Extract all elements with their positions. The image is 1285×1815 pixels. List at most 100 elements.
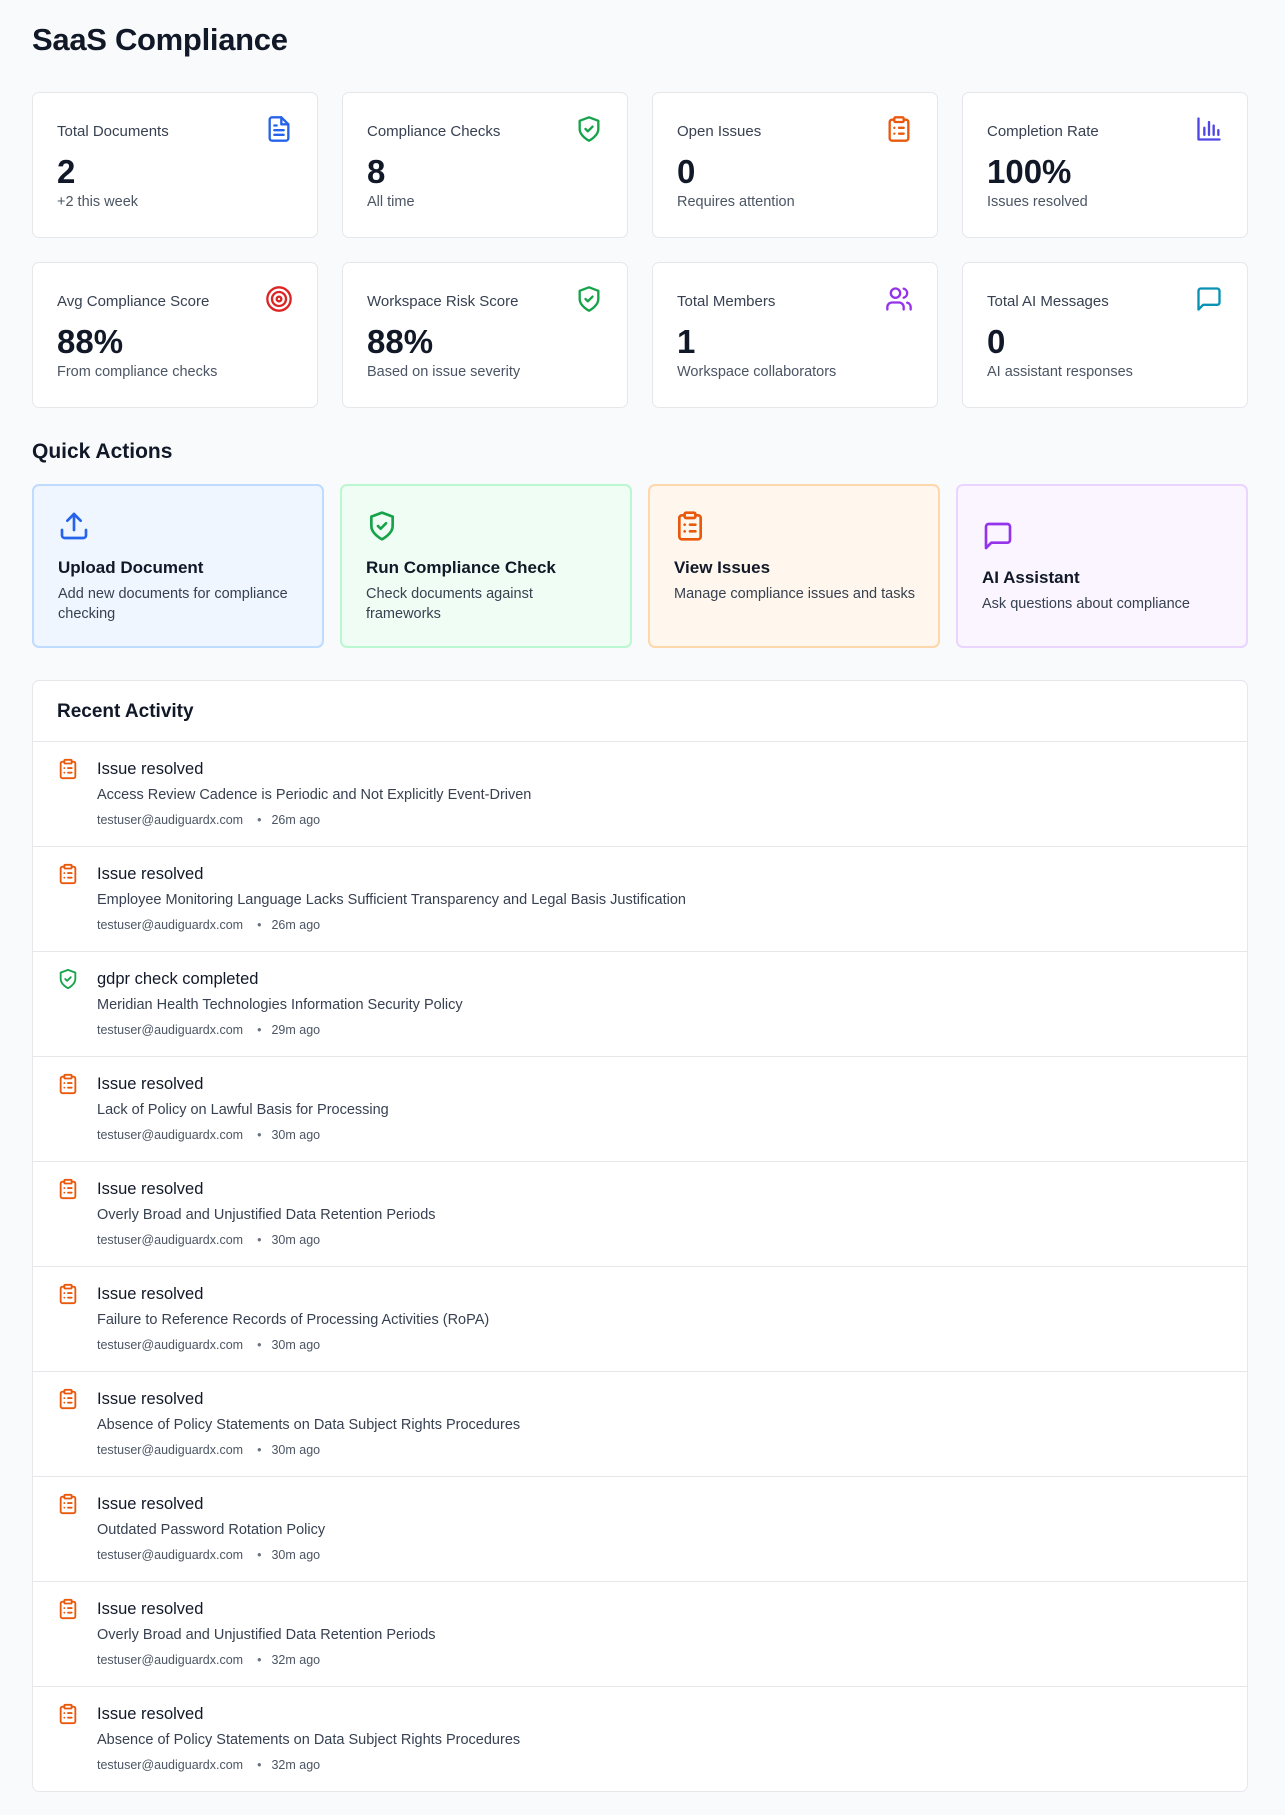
document-icon — [265, 115, 293, 143]
stats-grid: Total Documents 2 +2 this week Compliance C… — [32, 92, 1248, 408]
separator-dot: • — [257, 1023, 262, 1037]
bar-chart-icon — [1195, 115, 1223, 143]
page-title: SaaS Compliance — [32, 22, 288, 57]
activity-meta: testuser@audiguardx.com • 30m ago — [97, 1443, 320, 1457]
activity-user: testuser@audiguardx.com — [97, 1128, 244, 1142]
activity-item[interactable]: Issue resolved Overly Broad and Unjustifi… — [33, 1582, 1247, 1687]
stat-subtext: AI assistant responses — [987, 364, 1133, 380]
activity-title: Issue resolved — [97, 1495, 204, 1513]
stat-value: 2 — [57, 153, 76, 190]
activity-item[interactable]: Issue resolved Outdated Password Rotation… — [33, 1477, 1247, 1582]
activity-description: Employee Monitoring Language Lacks Suffi… — [97, 892, 686, 908]
quick-actions-grid: Upload Document Add new documents for com… — [32, 484, 1248, 648]
quick-action-title: View Issues — [674, 558, 771, 577]
activity-user: testuser@audiguardx.com — [97, 918, 244, 932]
quick-action-view-issues[interactable]: View Issues Manage compliance issues and … — [648, 484, 940, 648]
activity-description: Outdated Password Rotation Policy — [97, 1522, 326, 1538]
activity-description: Lack of Policy on Lawful Basis for Proce… — [97, 1102, 389, 1118]
stat-card: Total Members 1 Workspace collaborators — [652, 262, 938, 408]
activity-title: Issue resolved — [97, 1705, 204, 1723]
activity-time: 26m ago — [271, 918, 321, 932]
activity-title: Issue resolved — [97, 1180, 204, 1198]
activity-user: testuser@audiguardx.com — [97, 1443, 244, 1457]
stat-card: Compliance Checks 8 All time — [342, 92, 628, 238]
stat-label: Avg Compliance Score — [57, 293, 210, 310]
shield-check-icon — [57, 968, 79, 990]
clipboard-list-icon — [57, 1388, 79, 1410]
activity-item[interactable]: Issue resolved Failure to Reference Recor… — [33, 1267, 1247, 1372]
activity-item[interactable]: Issue resolved Lack of Policy on Lawful B… — [33, 1057, 1247, 1162]
clipboard-list-icon — [57, 1493, 79, 1515]
clipboard-list-icon — [57, 1178, 79, 1200]
quick-action-run-compliance-check[interactable]: Run Compliance Check Check documents agai… — [340, 484, 632, 648]
separator-dot: • — [257, 1443, 262, 1457]
activity-description: Overly Broad and Unjustified Data Retent… — [97, 1207, 436, 1223]
clipboard-list-icon — [885, 115, 913, 143]
stat-value: 88% — [57, 323, 124, 360]
target-icon — [265, 285, 293, 313]
activity-title: Issue resolved — [97, 1075, 204, 1093]
activity-meta: testuser@audiguardx.com • 26m ago — [97, 813, 320, 827]
activity-time: 32m ago — [271, 1758, 321, 1772]
activity-time: 30m ago — [271, 1233, 321, 1247]
quick-action-ai-assistant[interactable]: AI Assistant Ask questions about complian… — [956, 484, 1248, 648]
quick-action-description: Manage compliance issues and tasks — [674, 586, 915, 602]
activity-item[interactable]: Issue resolved Employee Monitoring Langua… — [33, 847, 1247, 952]
activity-item[interactable]: Issue resolved Absence of Policy Statemen… — [33, 1372, 1247, 1477]
activity-item[interactable]: gdpr check completed Meridian Health Tech… — [33, 952, 1247, 1057]
separator-dot: • — [257, 1758, 262, 1772]
activity-time: 30m ago — [271, 1338, 321, 1352]
activity-meta: testuser@audiguardx.com • 29m ago — [97, 1023, 320, 1037]
activity-time: 32m ago — [271, 1653, 321, 1667]
shield-check-icon — [575, 285, 603, 313]
activity-title: Issue resolved — [97, 1390, 204, 1408]
activity-user: testuser@audiguardx.com — [97, 1338, 244, 1352]
message-square-icon — [1195, 285, 1223, 313]
stat-card: Workspace Risk Score 88% Based on issue se… — [342, 262, 628, 408]
separator-dot: • — [257, 918, 262, 932]
quick-actions-title: Quick Actions — [32, 440, 173, 463]
activity-time: 30m ago — [271, 1443, 321, 1457]
activity-time: 29m ago — [271, 1023, 321, 1037]
stat-label: Open Issues — [677, 123, 762, 140]
activity-title: Issue resolved — [97, 760, 204, 778]
stat-subtext: +2 this week — [57, 194, 139, 210]
stat-label: Total Documents — [57, 123, 169, 140]
stat-value: 88% — [367, 323, 434, 360]
quick-action-upload-document[interactable]: Upload Document Add new documents for com… — [32, 484, 324, 648]
activity-user: testuser@audiguardx.com — [97, 1023, 244, 1037]
shield-check-icon — [366, 510, 398, 542]
recent-activity-header: Recent Activity — [33, 681, 1247, 742]
activity-user: testuser@audiguardx.com — [97, 1653, 244, 1667]
activity-item[interactable]: Issue resolved Overly Broad and Unjustifi… — [33, 1162, 1247, 1267]
quick-action-description: Ask questions about compliance — [982, 596, 1190, 612]
stat-label: Compliance Checks — [367, 123, 501, 140]
activity-meta: testuser@audiguardx.com • 30m ago — [97, 1338, 320, 1352]
activity-title: gdpr check completed — [97, 970, 259, 988]
stat-label: Total AI Messages — [987, 293, 1109, 310]
separator-dot: • — [257, 1338, 262, 1352]
activity-title: Issue resolved — [97, 1285, 204, 1303]
stat-subtext: Issues resolved — [987, 194, 1088, 210]
stat-subtext: Based on issue severity — [367, 364, 521, 380]
activity-description: Absence of Policy Statements on Data Sub… — [97, 1732, 521, 1748]
activity-meta: testuser@audiguardx.com • 30m ago — [97, 1548, 320, 1562]
stat-card: Completion Rate 100% Issues resolved — [962, 92, 1248, 238]
activity-title: Issue resolved — [97, 865, 204, 883]
activity-meta: testuser@audiguardx.com • 30m ago — [97, 1128, 320, 1142]
activity-item[interactable]: Issue resolved Access Review Cadence is P… — [33, 742, 1247, 847]
stat-subtext: All time — [367, 194, 415, 210]
stat-label: Workspace Risk Score — [367, 293, 519, 310]
stat-value: 1 — [677, 323, 696, 360]
separator-dot: • — [257, 813, 262, 827]
activity-time: 30m ago — [271, 1128, 321, 1142]
stat-card: Total Documents 2 +2 this week — [32, 92, 318, 238]
activity-meta: testuser@audiguardx.com • 32m ago — [97, 1653, 320, 1667]
upload-icon — [58, 510, 90, 542]
activity-item[interactable]: Issue resolved Absence of Policy Statemen… — [33, 1687, 1247, 1791]
activity-description: Access Review Cadence is Periodic and No… — [97, 787, 532, 803]
stat-value: 100% — [987, 153, 1072, 190]
activity-user: testuser@audiguardx.com — [97, 1758, 244, 1772]
activity-description: Failure to Reference Records of Processi… — [97, 1312, 490, 1328]
quick-action-title: Run Compliance Check — [366, 558, 556, 577]
